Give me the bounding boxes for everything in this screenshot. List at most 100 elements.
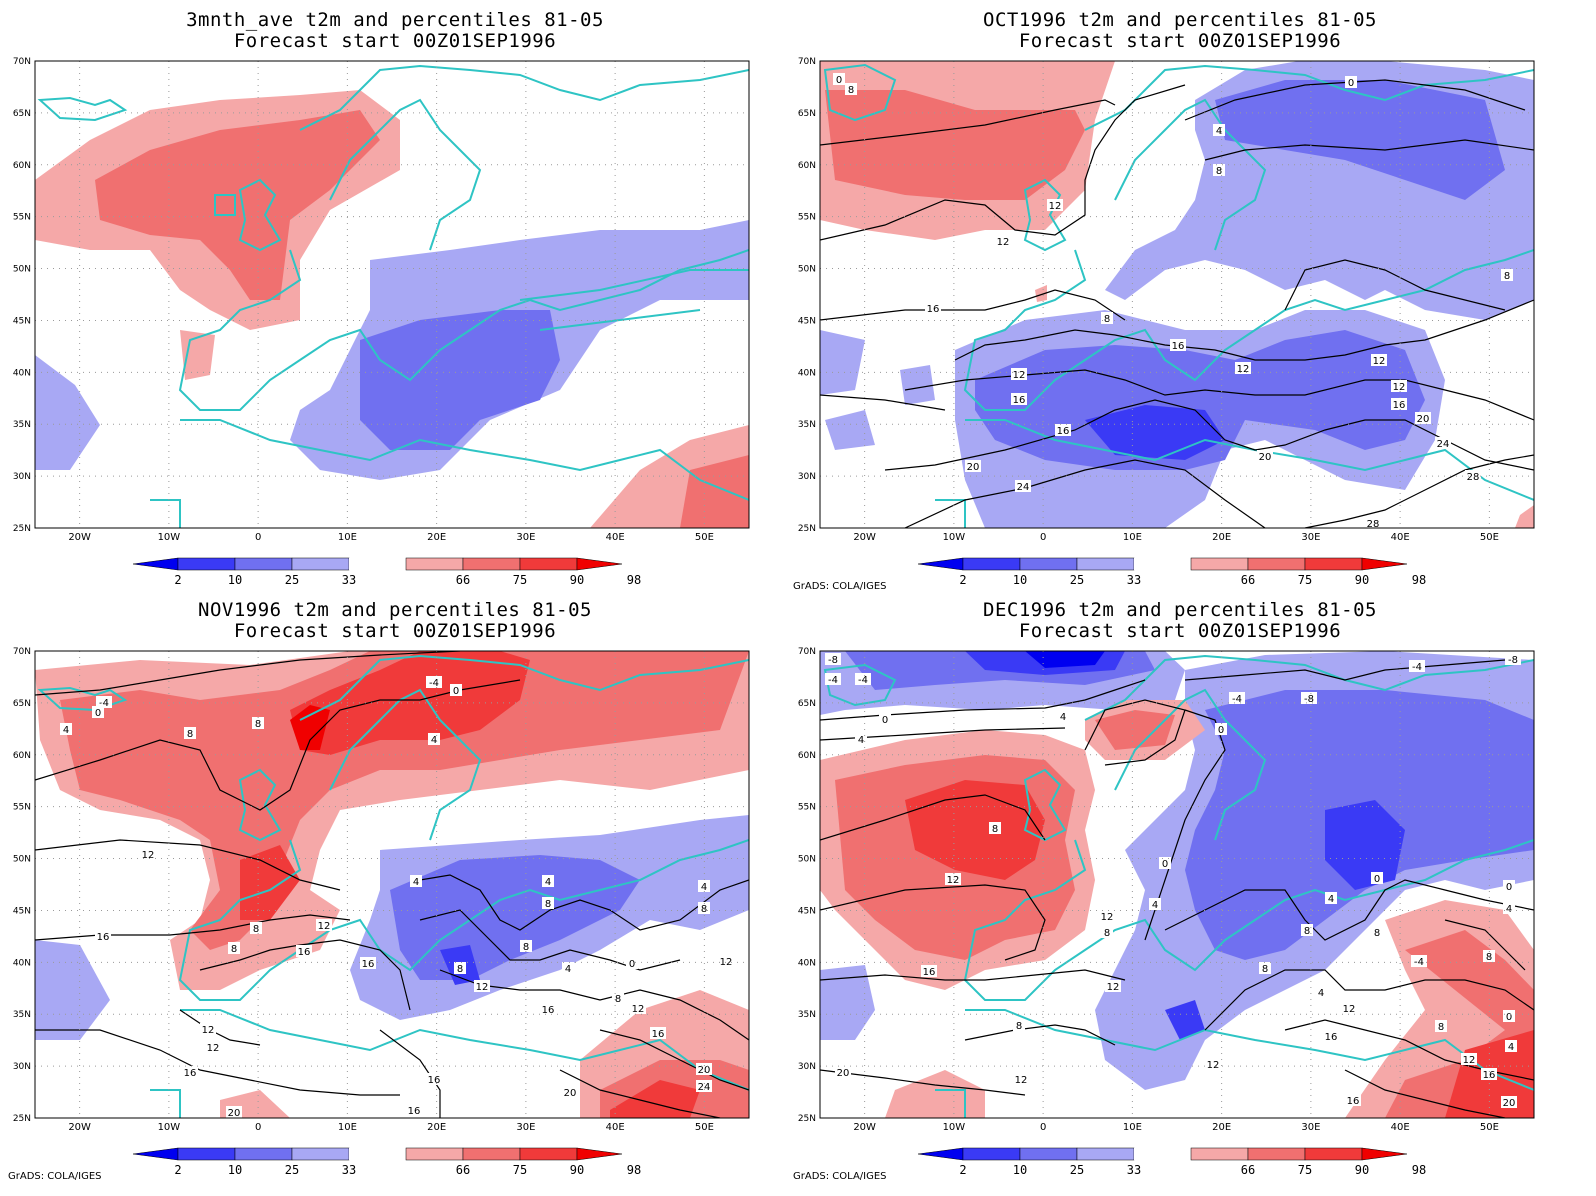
svg-text:12: 12 [1049,201,1062,212]
svg-text:4: 4 [63,725,69,736]
svg-text:20: 20 [1417,414,1430,425]
lat-tick-label: 25N [798,524,816,534]
svg-text:0: 0 [95,708,101,719]
colorbar-box [1190,1147,1249,1161]
svg-text:0: 0 [1348,78,1354,89]
colorbar-label: 33 [342,1163,356,1177]
svg-text:8: 8 [1262,964,1268,975]
svg-text:-8: -8 [1304,694,1314,705]
colorbar-label: 66 [1241,573,1255,587]
lat-tick-label: 35N [798,1010,816,1020]
svg-text:12: 12 [1237,364,1250,375]
lon-tick-label: 10W [158,1122,181,1133]
svg-text:-8: -8 [1508,655,1518,666]
lon-tick-label: 40E [1391,532,1410,543]
colorbar-label: 25 [285,573,299,587]
lon-tick-label: 10E [1123,1122,1142,1133]
svg-text:20: 20 [1259,452,1272,463]
svg-text:16: 16 [1483,1070,1496,1081]
lon-tick-label: 20E [427,1122,446,1133]
colorbar-box [234,557,293,571]
svg-text:0: 0 [1218,725,1224,736]
colorbar-label: 25 [1070,573,1084,587]
lat-tick-label: 35N [13,1010,31,1020]
lat-tick-label: 50N [13,265,31,275]
coastlines [823,654,1534,1118]
lat-tick-label: 25N [13,524,31,534]
lon-tick-label: 20W [853,532,876,543]
map-panel-dec1996: -8 -4 -4 0 4 -4 -8 -4 -8 0 4 8 12 16 12 … [785,590,1575,1182]
colorbar-low-arrow [132,1147,179,1161]
svg-text:0: 0 [882,715,888,726]
svg-text:12: 12 [207,1043,220,1054]
lon-tick-label: 0 [255,1122,261,1133]
coastlines [37,654,749,1118]
panel-title: DEC1996 t2m and percentiles 81-05 [983,599,1377,621]
colorbar-high-arrow [1361,1147,1408,1161]
grads-credit: GrADS: COLA/IGES [793,581,887,592]
colorbar-label: 75 [1298,573,1312,587]
lat-tick-label: 45N [798,316,816,326]
lon-tick-label: 30E [1301,1122,1320,1133]
svg-text:8: 8 [1104,928,1110,939]
map-figure: 8 12 12 16 16 12 16 16 20 24 12 12 12 16… [798,57,1535,587]
lat-tick-label: 25N [13,1114,31,1124]
lon-tick-label: 40E [606,1122,625,1133]
map-figure: 8 8 4 0 -4 12 16 8 8 12 16 16 4 4 8 8 8 … [13,647,750,1177]
svg-text:-8: -8 [828,655,838,666]
lon-tick-label: 30E [516,532,535,543]
panel-subtitle: Forecast start 00Z01SEP1996 [1018,620,1342,642]
colorbar-label: 90 [570,1163,584,1177]
svg-text:20: 20 [698,1065,711,1076]
svg-text:12: 12 [1101,912,1114,923]
colorbar-label: 33 [342,573,356,587]
svg-text:20: 20 [1503,1098,1516,1109]
svg-text:12: 12 [1013,370,1026,381]
lat-tick-label: 35N [13,420,31,430]
svg-text:4: 4 [545,877,551,888]
svg-text:12: 12 [997,237,1010,248]
svg-text:16: 16 [1393,400,1406,411]
lat-tick-label: 65N [13,699,31,709]
lat-tick-label: 25N [798,1114,816,1124]
svg-text:20: 20 [837,1068,850,1079]
svg-text:12: 12 [632,1004,645,1015]
colorbar-label: 98 [627,573,641,587]
grads-credit: GrADS: COLA/IGES [793,1171,887,1182]
map-figure: 20W 10W 0 10E 20E 30E 40E 50E 25N 30N 35N 40N 45N 50N… [13,57,750,587]
map-panel-oct1996: 8 12 12 16 16 12 16 16 20 24 12 12 12 16… [785,0,1575,592]
panel-subtitle: Forecast start 00Z01SEP1996 [1018,30,1342,52]
svg-text:16: 16 [1172,341,1185,352]
colorbar-box [1247,1147,1306,1161]
svg-text:0: 0 [1374,874,1380,885]
colorbar-box [291,557,350,571]
svg-text:20: 20 [228,1108,241,1119]
svg-text:4: 4 [565,964,571,975]
svg-text:12: 12 [1107,982,1120,993]
svg-text:4: 4 [701,882,707,893]
lon-tick-label: 30E [516,1122,535,1133]
svg-text:4: 4 [431,735,437,746]
colorbar-box [1134,1148,1191,1160]
svg-text:24: 24 [698,1082,711,1093]
svg-text:8: 8 [1438,1022,1444,1033]
colorbar-box [1304,1147,1363,1161]
lat-tick-label: 65N [13,109,31,119]
lat-tick-label: 55N [798,213,816,223]
lat-tick-label: 40N [13,958,31,968]
colorbar-box [405,557,464,571]
percentile-colorbar: 2 10 25 33 66 75 90 98 [132,557,641,587]
svg-text:8: 8 [457,964,463,975]
svg-text:-4: -4 [99,698,109,709]
lon-tick-label: 10W [943,1122,966,1133]
lat-tick-label: 40N [798,368,816,378]
colorbar-label: 75 [513,1163,527,1177]
colorbar-box [962,557,1021,571]
lat-tick-label: 30N [798,1062,816,1072]
coastlines [823,63,1534,528]
lat-tick-label: 50N [798,265,816,275]
lon-tick-label: 0 [255,532,261,543]
lat-tick-label: 30N [13,472,31,482]
lat-tick-label: 40N [13,368,31,378]
svg-text:16: 16 [1347,1096,1360,1107]
